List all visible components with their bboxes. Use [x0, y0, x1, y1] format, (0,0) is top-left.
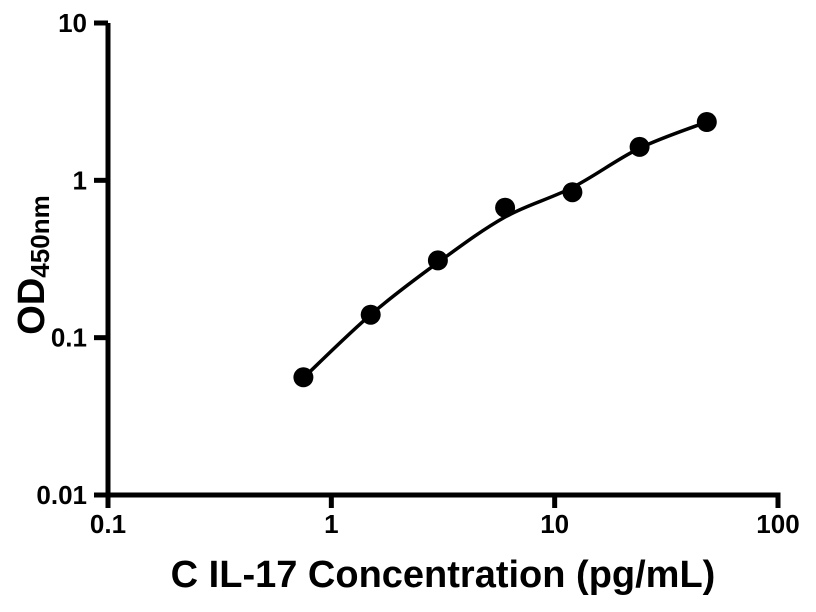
y-tick-label: 0.1	[51, 323, 87, 353]
data-point	[427, 250, 448, 271]
data-point	[495, 197, 516, 218]
data-point	[629, 136, 650, 157]
y-tick-label: 0.01	[36, 480, 87, 510]
x-tick-label: 100	[756, 509, 799, 539]
y-axis-title-subscript: 450nm	[25, 195, 55, 277]
x-tick-label: 1	[324, 509, 338, 539]
x-tick-label: 0.1	[90, 509, 126, 539]
y-tick-label: 1	[73, 165, 87, 195]
data-point	[360, 304, 381, 325]
y-axis-title: OD450nm	[11, 195, 55, 334]
data-point	[562, 182, 583, 203]
x-tick-label: 10	[540, 509, 569, 539]
fit-curve	[301, 120, 709, 380]
data-point	[293, 367, 314, 388]
x-axis-title: C IL-17 Concentration (pg/mL)	[171, 554, 716, 596]
y-axis-title-main: OD	[11, 278, 53, 335]
y-tick-label: 10	[58, 8, 87, 38]
data-point	[696, 112, 717, 132]
